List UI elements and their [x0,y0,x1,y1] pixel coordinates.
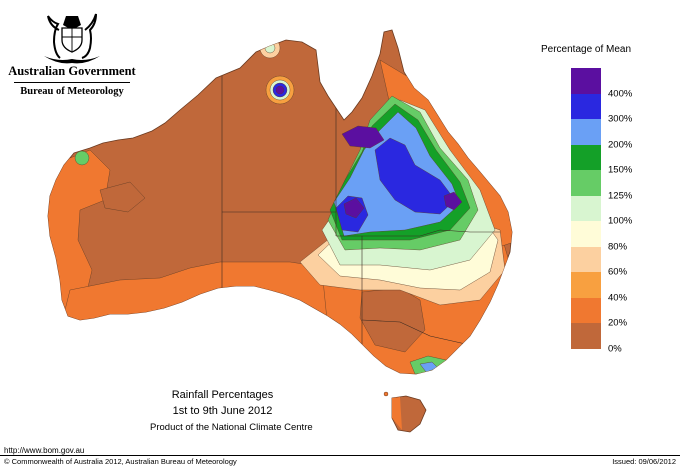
state-border-nsw-vic [361,319,471,346]
purple-core-north [341,125,385,149]
logo-divider [14,82,130,83]
legend-swatch [571,93,601,119]
legend-swatch [571,195,601,221]
legend-label: 80% [608,241,628,252]
map-title: Rainfall Percentages [171,389,274,401]
legend-swatch [571,246,601,272]
legend-swatch [571,68,601,94]
legend-swatch [571,272,601,298]
legend-label: 60% [608,266,628,278]
kimberley-patch [74,150,90,166]
tasmania-west [392,397,402,430]
legend-label: 400% [608,88,633,99]
legend-swatch [571,170,601,196]
legend-label: 40% [608,292,628,303]
wa-south-patch [99,181,146,213]
legend-swatch [571,119,601,145]
issued-date: Issued: 09/06/2012 [612,457,676,466]
legend-swatch [571,221,601,247]
legend-swatch [571,323,601,349]
king-island [383,391,389,397]
purple-core-west [343,197,365,219]
legend-title: Percentage of Mean [541,44,632,55]
legend-label: 300% [608,113,633,125]
footer-divider [0,455,680,456]
nt-anomaly-core [275,85,285,95]
bom-url-link[interactable]: http://www.bom.gov.au [4,446,85,455]
legend-label: 100% [608,215,633,227]
state-border-qld-nsw [336,229,500,237]
legend-label: 150% [608,164,633,176]
legend-swatch [571,144,601,170]
legend-color-bar [571,68,601,349]
purple-core-east [443,191,463,211]
coat-of-arms-icon [44,13,100,64]
agency-name: Australian Government [8,64,136,78]
map-product-credit: Product of the National Climate Centre [150,422,313,433]
copyright-notice: © Commonwealth of Australia 2012, Austra… [4,457,237,466]
legend-label: 125% [608,190,633,201]
legend-label: 200% [608,139,633,150]
legend-label: 0% [608,343,622,354]
government-logo: Australian Government Bureau of Meteorol… [8,62,136,97]
bureau-name: Bureau of Meteorology [20,86,124,97]
legend-label: 20% [608,317,628,329]
map-dates: 1st to 9th June 2012 [172,405,273,417]
legend-swatch [571,297,601,323]
